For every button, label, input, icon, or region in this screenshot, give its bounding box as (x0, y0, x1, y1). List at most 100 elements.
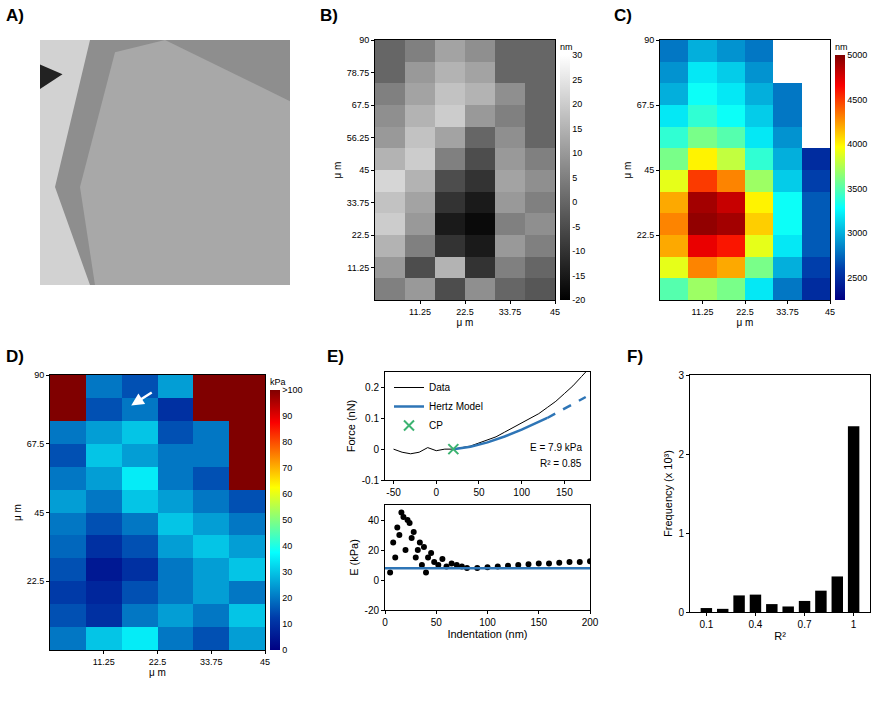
svg-text:90: 90 (644, 35, 654, 45)
svg-text:0.4: 0.4 (748, 619, 762, 630)
svg-text:μ m: μ m (12, 504, 23, 521)
svg-text:-20: -20 (572, 295, 585, 305)
svg-text:45: 45 (34, 508, 44, 518)
svg-text:5000: 5000 (847, 50, 867, 60)
svg-text:Data: Data (429, 382, 451, 393)
svg-text:μ m: μ m (622, 162, 633, 179)
svg-text:80: 80 (282, 437, 292, 447)
svg-text:-20: -20 (365, 605, 380, 616)
svg-text:0: 0 (678, 607, 684, 618)
svg-text:3500: 3500 (847, 184, 867, 194)
svg-text:F): F) (627, 347, 643, 366)
svg-text:0.1: 0.1 (365, 413, 379, 424)
svg-text:90: 90 (34, 370, 44, 380)
svg-text:B): B) (320, 6, 338, 25)
svg-text:20: 20 (282, 593, 292, 603)
svg-text:μ m: μ m (457, 317, 474, 328)
svg-text:40: 40 (368, 515, 380, 526)
svg-text:90: 90 (359, 35, 369, 45)
svg-text:60: 60 (282, 489, 292, 499)
svg-text:10: 10 (282, 619, 292, 629)
svg-text:11.25: 11.25 (409, 307, 431, 317)
svg-text:50: 50 (282, 515, 292, 525)
svg-text:0: 0 (382, 617, 388, 628)
svg-text:C): C) (614, 6, 632, 25)
svg-text:150: 150 (556, 487, 573, 498)
svg-text:67.5: 67.5 (27, 439, 45, 449)
svg-text:R²: R² (774, 630, 786, 642)
svg-text:45: 45 (644, 165, 654, 175)
svg-text:22.5: 22.5 (456, 307, 474, 317)
svg-text:0: 0 (433, 487, 439, 498)
svg-text:1: 1 (678, 528, 684, 539)
svg-text:Force (nN): Force (nN) (345, 400, 357, 453)
svg-text:30: 30 (282, 567, 292, 577)
svg-text:67.5: 67.5 (352, 100, 370, 110)
svg-text:50: 50 (473, 487, 485, 498)
svg-text:kPa: kPa (270, 377, 286, 387)
svg-text:Hertz Model: Hertz Model (429, 401, 483, 412)
svg-text:30: 30 (572, 50, 582, 60)
svg-text:50: 50 (431, 617, 443, 628)
svg-text:2500: 2500 (847, 273, 867, 283)
svg-text:11.25: 11.25 (347, 263, 369, 273)
svg-text:Indentation (nm): Indentation (nm) (447, 628, 527, 640)
svg-text:R² = 0.85: R² = 0.85 (540, 458, 582, 469)
svg-text:Frequency (x 10³): Frequency (x 10³) (662, 450, 674, 537)
svg-text:100: 100 (513, 487, 530, 498)
svg-text:25: 25 (572, 75, 582, 85)
svg-text:22.5: 22.5 (27, 576, 45, 586)
svg-text:20: 20 (368, 545, 380, 556)
svg-text:2: 2 (678, 449, 684, 460)
svg-text:0: 0 (373, 444, 379, 455)
svg-text:11.25: 11.25 (93, 657, 115, 667)
svg-text:78.75: 78.75 (347, 68, 370, 78)
svg-text:E = 7.9 kPa: E = 7.9 kPa (530, 442, 582, 453)
svg-text:56.25: 56.25 (347, 133, 370, 143)
svg-text:22.5: 22.5 (352, 230, 370, 240)
svg-text:33.75: 33.75 (776, 307, 799, 317)
svg-text:70: 70 (282, 463, 292, 473)
svg-text:μ m: μ m (149, 667, 166, 678)
svg-text:4000: 4000 (847, 139, 867, 149)
svg-text:0: 0 (373, 575, 379, 586)
svg-text:4500: 4500 (847, 95, 867, 105)
svg-text:45: 45 (359, 165, 369, 175)
svg-text:45: 45 (550, 307, 560, 317)
svg-text:CP: CP (429, 420, 443, 431)
svg-text:33.75: 33.75 (499, 307, 522, 317)
svg-text:22.5: 22.5 (736, 307, 754, 317)
svg-text:E (kPa): E (kPa) (348, 539, 360, 576)
svg-text:11.25: 11.25 (692, 307, 714, 317)
svg-text:45: 45 (260, 657, 270, 667)
svg-text:3: 3 (678, 370, 684, 381)
svg-text:-50: -50 (386, 487, 401, 498)
svg-text:5: 5 (572, 173, 577, 183)
svg-text:nm: nm (560, 42, 573, 52)
svg-text:90: 90 (282, 411, 292, 421)
svg-text:μ m: μ m (332, 162, 343, 179)
svg-text:3000: 3000 (847, 228, 867, 238)
svg-text:-0.1: -0.1 (362, 475, 380, 486)
svg-text:A): A) (6, 6, 24, 25)
svg-text:1: 1 (851, 619, 857, 630)
svg-text:45: 45 (825, 307, 835, 317)
svg-text:40: 40 (282, 541, 292, 551)
svg-text:22.5: 22.5 (637, 230, 655, 240)
svg-text:200: 200 (582, 617, 599, 628)
svg-text:-15: -15 (572, 271, 585, 281)
svg-text:E): E) (327, 347, 344, 366)
svg-text:μ m: μ m (737, 317, 754, 328)
svg-text:nm: nm (835, 42, 848, 52)
svg-text:D): D) (6, 347, 24, 366)
svg-text:67.5: 67.5 (637, 100, 655, 110)
svg-text:15: 15 (572, 124, 582, 134)
svg-text:20: 20 (572, 99, 582, 109)
svg-text:22.5: 22.5 (149, 657, 167, 667)
svg-text:10: 10 (572, 148, 582, 158)
svg-text:33.75: 33.75 (200, 657, 223, 667)
svg-text:0: 0 (572, 197, 577, 207)
svg-text:150: 150 (530, 617, 547, 628)
svg-text:0.2: 0.2 (365, 382, 379, 393)
svg-text:0.1: 0.1 (699, 619, 713, 630)
